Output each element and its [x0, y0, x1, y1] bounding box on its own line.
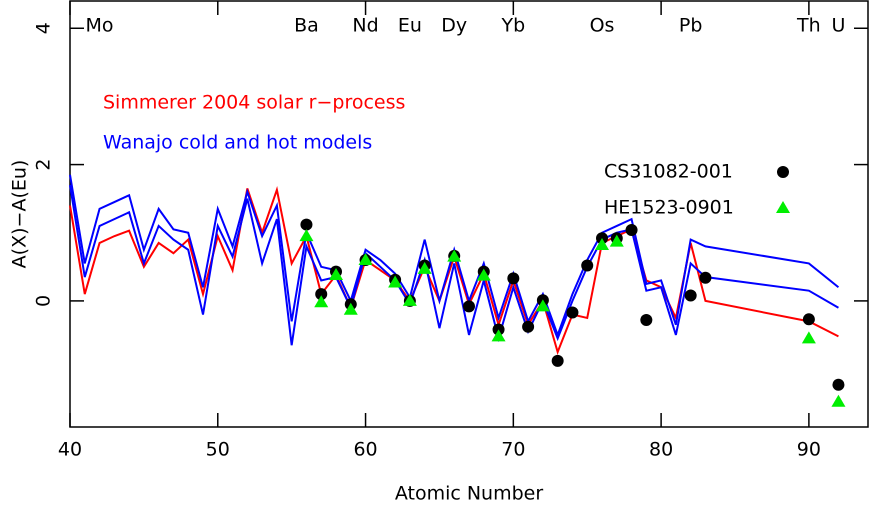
point: [801, 331, 816, 344]
point: [491, 329, 506, 342]
point: [831, 394, 846, 407]
point: [315, 288, 328, 301]
y-tick-label: 2: [33, 159, 55, 171]
point: [609, 234, 624, 247]
point: [402, 293, 417, 306]
point: [625, 224, 638, 237]
point: [581, 259, 594, 272]
point: [522, 320, 535, 333]
point: [343, 302, 358, 315]
plot-frame: [69, 0, 869, 428]
point: [447, 249, 462, 262]
x-tick-label: 50: [206, 439, 230, 461]
point: [314, 295, 329, 308]
element-label: Mo: [86, 15, 114, 37]
x-tick-label: 60: [353, 439, 377, 461]
point: [535, 299, 550, 312]
annotation: Wanajo cold and hot models: [103, 132, 372, 154]
y-axis-label: A(X)−A(Eu): [9, 160, 31, 269]
point: [595, 238, 609, 251]
point: [699, 271, 712, 284]
point: [300, 218, 313, 231]
element-label: Dy: [441, 15, 467, 37]
point: [299, 229, 314, 242]
point: [566, 306, 579, 319]
x-tick-label: 70: [501, 439, 525, 461]
element-label: U: [831, 15, 845, 37]
point: [476, 268, 491, 281]
point: [463, 300, 475, 313]
legend-label: CS31082-001: [604, 161, 733, 183]
point: [640, 313, 653, 326]
x-tick-label: 90: [797, 439, 821, 461]
point: [417, 261, 432, 274]
element-label: Th: [796, 15, 821, 37]
y-tick-label: 0: [33, 295, 55, 307]
y-tick-label: 4: [33, 22, 55, 34]
element-label: Nd: [352, 15, 378, 37]
point: [802, 313, 815, 326]
point: [551, 354, 564, 367]
line: [69, 184, 839, 346]
legend-marker: [777, 166, 789, 178]
element-label: Eu: [398, 15, 422, 37]
annotation: Simmerer 2004 solar r−process: [103, 92, 405, 114]
element-label: Yb: [500, 15, 525, 37]
point: [358, 253, 373, 266]
element-label: Os: [590, 15, 615, 37]
x-axis-label: Atomic Number: [395, 483, 544, 505]
point: [684, 289, 697, 302]
point: [388, 275, 403, 288]
point: [507, 272, 520, 285]
legend-label: HE1523-0901: [604, 197, 734, 219]
line: [69, 174, 840, 338]
element-label: Ba: [294, 15, 319, 37]
point: [329, 268, 343, 281]
element-label: Pb: [679, 15, 703, 37]
point: [832, 378, 845, 391]
x-tick-label: 80: [649, 439, 673, 461]
x-tick-label: 40: [58, 439, 82, 461]
legend-marker: [776, 201, 790, 213]
